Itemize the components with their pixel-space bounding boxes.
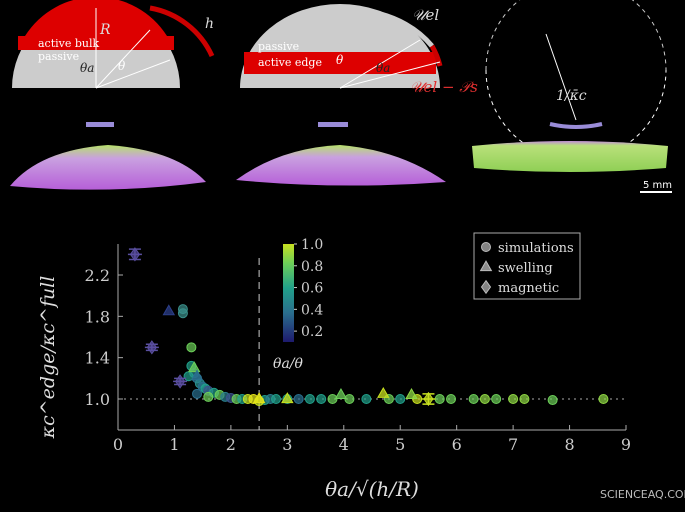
- point: [293, 394, 304, 404]
- point: [281, 392, 294, 404]
- plot: 0 1 2 3 4 5 6 7 8 9 1.0 1.4 1.8 2.2 θa/√(h/R) κc^edge/κ…: [37, 232, 631, 501]
- point: [203, 391, 214, 402]
- x-tick-label: 3: [282, 435, 292, 454]
- x-tick-label: 7: [508, 435, 518, 454]
- colorbar-tick-label: 0.2: [301, 324, 323, 340]
- legend-label: swelling: [498, 261, 553, 276]
- point: [316, 394, 327, 404]
- point: [361, 394, 372, 404]
- colorbar-tick-label: 0.6: [301, 281, 323, 297]
- label: θa: [80, 61, 94, 75]
- colorbar-tick-label: 0.4: [301, 302, 323, 318]
- legend-marker: [481, 242, 491, 252]
- label: 𝒰el − 𝒫s: [410, 78, 478, 96]
- point: [129, 247, 141, 262]
- point: [177, 308, 188, 319]
- point: [395, 394, 406, 404]
- label: passive: [38, 50, 79, 63]
- label: 1/κ̄c: [556, 88, 587, 104]
- x-tick-label: 8: [564, 435, 574, 454]
- x-tick-label: 0: [113, 435, 123, 454]
- point: [190, 369, 204, 381]
- legend-label: simulations: [498, 241, 574, 256]
- point: [434, 394, 445, 404]
- x-tick-label: 6: [452, 435, 462, 454]
- point: [423, 391, 434, 407]
- point: [377, 386, 390, 398]
- y-axis-label: κc^edge/κc^full: [37, 276, 59, 440]
- point: [468, 394, 479, 404]
- y-tick-label: 2.2: [85, 266, 110, 285]
- label: active edge: [258, 56, 322, 69]
- label: θ: [336, 53, 344, 67]
- panel-c: 1/κ̄c 5 mm: [472, 0, 672, 193]
- point: [519, 394, 530, 404]
- y-tick-label: 1.4: [85, 349, 110, 368]
- colorbar-label: θa/θ: [273, 356, 303, 372]
- point: [271, 394, 282, 404]
- label: θa: [376, 61, 390, 75]
- point: [192, 388, 203, 399]
- y-tick-label: 1.0: [85, 390, 110, 409]
- label: active bulk: [38, 37, 100, 50]
- point: [334, 388, 348, 399]
- point: [491, 394, 502, 404]
- x-tick-label: 1: [169, 435, 179, 454]
- x-tick-label: 5: [395, 435, 405, 454]
- point: [405, 388, 418, 399]
- colorbar-tick-label: 1.0: [301, 237, 323, 253]
- y-tick-label: 1.8: [85, 307, 110, 326]
- colorbar: [283, 244, 294, 342]
- label: θ: [118, 59, 126, 73]
- point: [187, 361, 201, 373]
- x-axis-label: θa/√(h/R): [325, 477, 419, 501]
- point: [174, 374, 186, 389]
- point: [146, 340, 157, 355]
- legend-label: magnetic: [498, 281, 559, 296]
- legend-marker: [480, 279, 492, 295]
- point: [479, 394, 490, 404]
- point: [186, 342, 197, 353]
- panel-b: passive active edge θ θa 𝒰el 𝒰el − 𝒫s: [240, 4, 478, 96]
- legend-marker: [479, 260, 493, 272]
- colorbar-tick-label: 0.8: [301, 259, 323, 275]
- panel-a: R h active bulk passive θa θ: [12, 0, 215, 89]
- x-tick-label: 2: [226, 435, 236, 454]
- point: [162, 304, 176, 316]
- point: [508, 394, 519, 404]
- point: [327, 394, 338, 404]
- label: 5 mm: [643, 180, 672, 191]
- point: [252, 392, 266, 404]
- label: 𝒰el: [412, 6, 439, 24]
- point: [598, 394, 609, 404]
- point: [547, 395, 558, 406]
- label: passive: [258, 40, 299, 53]
- x-tick-label: 4: [339, 435, 349, 454]
- label: R: [99, 22, 111, 38]
- point: [304, 394, 315, 404]
- label: h: [205, 16, 214, 32]
- watermark: SCIENCEAQ.COM: [600, 488, 685, 501]
- x-tick-label: 9: [621, 435, 631, 454]
- point: [446, 394, 457, 404]
- legend-box: [473, 232, 581, 300]
- point: [344, 394, 355, 404]
